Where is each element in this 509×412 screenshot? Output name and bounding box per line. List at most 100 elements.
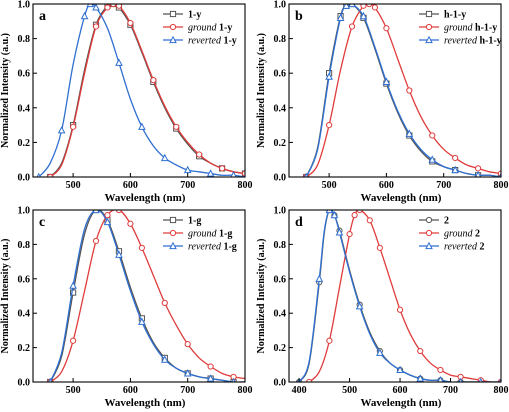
- y-tick-label: 0.4: [274, 309, 287, 320]
- data-point: [366, 4, 373, 8]
- data-point: [184, 341, 191, 348]
- legend-swatch-marker: [425, 241, 433, 250]
- legend-label: 2: [444, 216, 449, 227]
- x-tick-label: 700: [180, 385, 195, 396]
- data-point: [428, 155, 437, 163]
- y-tick-label: 0.2: [274, 343, 287, 354]
- series-line: [49, 4, 245, 177]
- data-point: [80, 11, 89, 20]
- x-tick-label: 700: [180, 180, 195, 191]
- x-tick-label: 600: [379, 180, 394, 191]
- legend-swatch-marker: [425, 229, 433, 237]
- data-point: [103, 217, 112, 226]
- data-point: [355, 302, 364, 310]
- legend-label: reverted 1-g: [188, 242, 237, 253]
- data-point: [452, 154, 459, 162]
- panel-c: 500 600 700 800 0.0 0.2 0.4 0.6 0.8 1.0 Wavelength…: [0, 206, 253, 410]
- data-point: [451, 165, 459, 174]
- x-tick-label: 500: [342, 385, 357, 396]
- data-point: [104, 4, 111, 11]
- x-tick-label: 600: [393, 385, 408, 396]
- legend-swatch-marker: [169, 10, 177, 18]
- data-point: [230, 170, 237, 177]
- data-point: [115, 250, 123, 258]
- data-point: [330, 210, 339, 219]
- x-tick-label: 800: [494, 385, 509, 396]
- x-tick-label: 400: [292, 385, 307, 396]
- data-point: [429, 132, 436, 139]
- y-tick-label: 0.2: [18, 343, 31, 354]
- legend-label: reverted 2: [444, 242, 484, 253]
- legend-item: ground 1-g: [163, 229, 232, 240]
- legend-item: 2: [419, 216, 449, 227]
- panel-letter: d: [295, 215, 303, 230]
- x-axis-title: Wavelength (nm): [361, 192, 442, 204]
- data-point: [92, 210, 100, 214]
- series-line: [298, 210, 501, 382]
- legend-label: ground h-1-y: [444, 23, 497, 34]
- y-tick-label: 0.8: [18, 240, 31, 251]
- data-point: [92, 23, 100, 30]
- x-tick-label: 600: [123, 180, 138, 191]
- data-point: [104, 212, 111, 219]
- data-point: [207, 363, 214, 370]
- data-point: [138, 244, 145, 251]
- y-tick-label: 0.6: [18, 274, 31, 285]
- data-point: [326, 122, 333, 129]
- data-point: [383, 25, 390, 32]
- legend-label: 1-g: [188, 216, 201, 227]
- legend-label: ground 1-y: [188, 23, 232, 34]
- y-tick-label: 0.6: [18, 69, 31, 80]
- data-point: [160, 153, 169, 162]
- legend-swatch-marker: [169, 216, 177, 224]
- x-axis-title: Wavelength (nm): [361, 397, 442, 409]
- data-point: [382, 77, 391, 85]
- plot-frame: [32, 209, 246, 383]
- data-point: [138, 122, 146, 130]
- y-tick-label: 0.8: [274, 34, 287, 45]
- series-b-1: [303, 4, 501, 177]
- data-point: [406, 87, 413, 94]
- panel-b: 500 600 700 800 0.0 0.2 0.4 0.6 0.8 1.0 Wavelength…: [256, 0, 509, 204]
- y-tick-label: 1.0: [274, 206, 287, 217]
- data-point: [70, 123, 77, 130]
- data-point: [360, 4, 367, 9]
- plot-frame: [288, 209, 502, 383]
- data-point: [326, 337, 333, 344]
- x-tick-label: 800: [238, 180, 253, 191]
- y-tick-label: 0.4: [18, 309, 31, 320]
- legend-swatch-marker: [169, 23, 177, 31]
- y-tick-label: 0.0: [274, 173, 287, 184]
- legend-swatch-marker: [425, 216, 433, 224]
- legend-label: reverted 1-y: [188, 36, 237, 47]
- legend-item: ground 2: [419, 229, 480, 240]
- data-point: [127, 19, 134, 27]
- y-tick-label: 1.0: [274, 0, 287, 11]
- data-point: [315, 274, 324, 282]
- legend-item: 1-g: [163, 216, 201, 227]
- data-point: [70, 337, 77, 344]
- plot-frame: [32, 3, 246, 178]
- data-point: [346, 230, 353, 238]
- y-tick-label: 0.0: [18, 378, 31, 389]
- data-point: [348, 23, 356, 30]
- y-tick-label: 0.8: [18, 34, 31, 45]
- legend-item: ground h-1-y: [419, 23, 497, 34]
- data-point: [376, 348, 384, 356]
- x-tick-label: 500: [322, 180, 337, 191]
- data-point: [115, 210, 123, 214]
- data-point: [70, 289, 77, 296]
- panel-letter: c: [39, 215, 45, 230]
- y-tick-label: 0.6: [274, 69, 287, 80]
- y-tick-label: 0.8: [274, 240, 287, 251]
- panel-letter: b: [295, 9, 303, 24]
- panel-a: 500 600 700 800 0.0 0.2 0.4 0.6 0.8 1.0 Wavelength…: [0, 0, 253, 204]
- data-point: [335, 228, 344, 236]
- data-point: [356, 210, 363, 214]
- x-tick-label: 800: [238, 385, 253, 396]
- data-point: [69, 281, 77, 289]
- x-tick-label: 600: [123, 385, 138, 396]
- x-tick-label: 500: [66, 385, 81, 396]
- legend-item: reverted 1-g: [163, 242, 237, 253]
